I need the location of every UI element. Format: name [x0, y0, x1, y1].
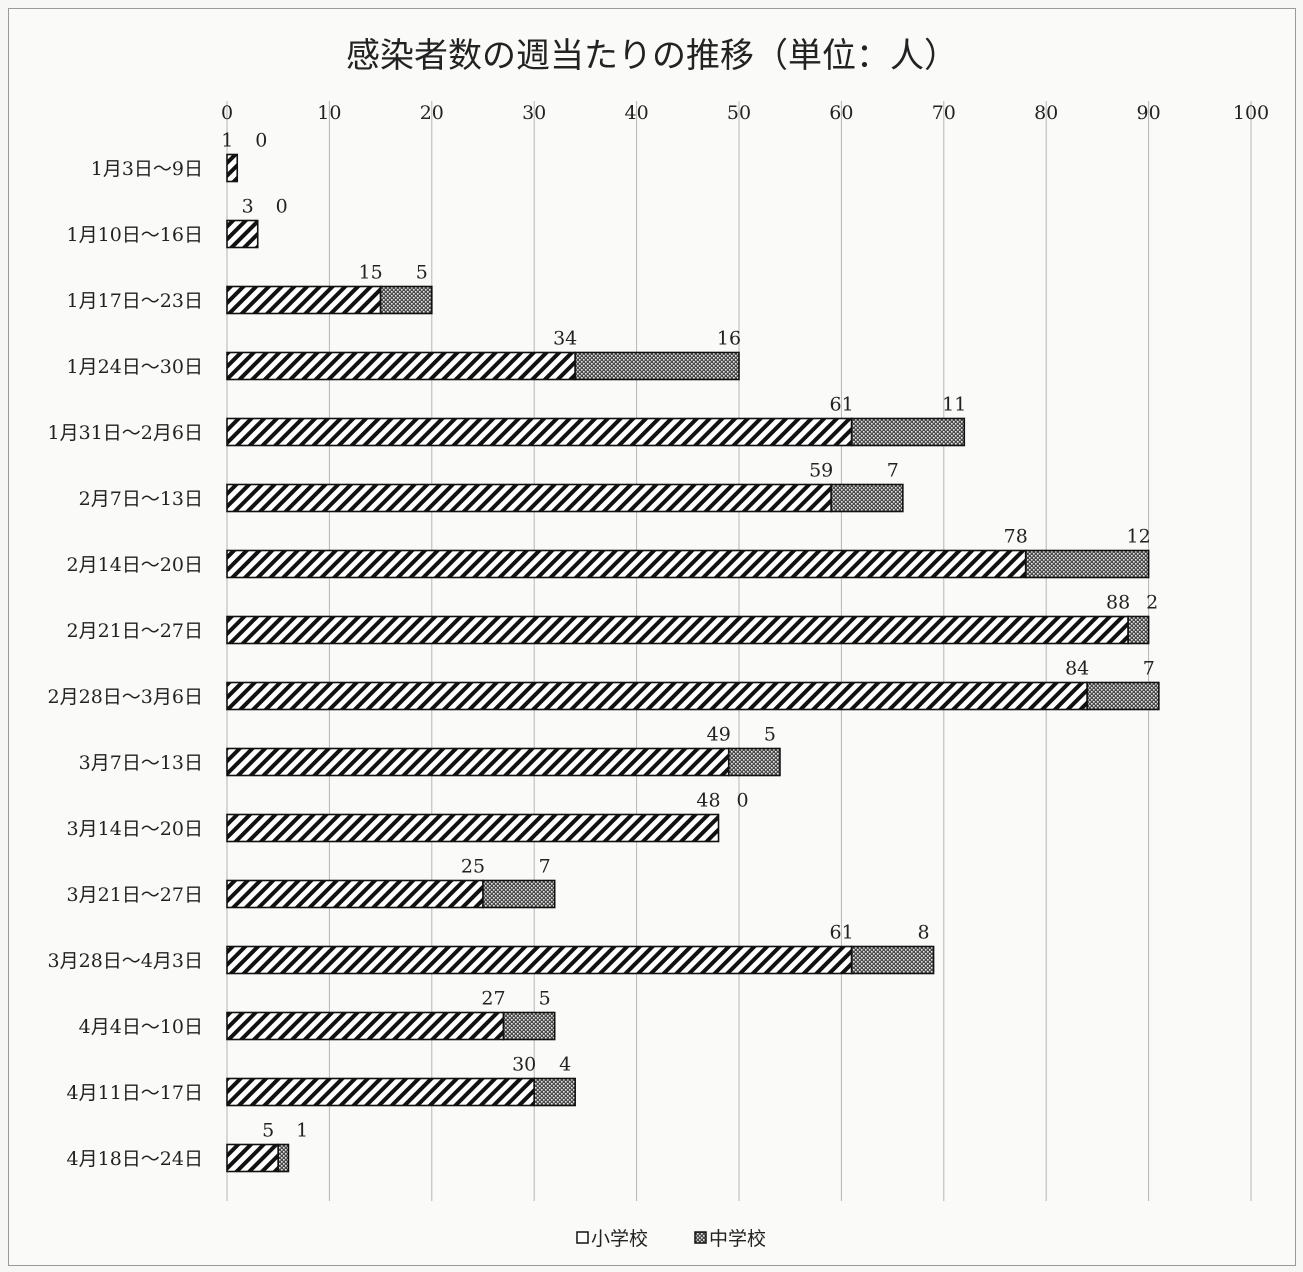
data-label: 0 — [276, 196, 288, 218]
data-label: 16 — [717, 328, 741, 350]
bar-shogakko — [226, 483, 832, 513]
x-tick-label: 70 — [932, 102, 956, 124]
category-label: 3月7日～13日 — [79, 752, 203, 774]
x-tick-label: 0 — [221, 102, 233, 124]
bar-shogakko — [226, 615, 1129, 645]
data-label: 84 — [1065, 658, 1089, 680]
bar-chugakko — [574, 351, 740, 381]
data-label: 27 — [481, 988, 505, 1010]
category-label: 1月24日～30日 — [67, 356, 203, 378]
chart-canvas: 感染者数の週当たりの推移（単位：人）0 10 20 30 40 50 60 70 80 90 100… — [48, 36, 1270, 1250]
bar-shogakko — [226, 417, 853, 447]
category-label: 3月28日～4月3日 — [48, 950, 203, 972]
data-label: 11 — [942, 394, 966, 416]
category-label: 2月21日～27日 — [67, 620, 203, 642]
data-label: 48 — [696, 790, 720, 812]
bar-shogakko — [226, 219, 259, 249]
data-label: 7 — [539, 856, 551, 878]
bar-chugakko — [850, 417, 966, 447]
bar-shogakko — [226, 153, 239, 183]
category-label: 3月14日～20日 — [67, 818, 203, 840]
bar-shogakko — [226, 1143, 280, 1173]
x-tick-label: 30 — [522, 102, 546, 124]
category-label: 1月17日～23日 — [67, 290, 203, 312]
data-label: 15 — [359, 262, 383, 284]
legend-item-chugakko: 中学校 — [709, 1228, 766, 1250]
bar-chugakko — [1086, 681, 1160, 711]
legend-item-shogakko: 小学校 — [591, 1228, 648, 1250]
chart-title: 感染者数の週当たりの推移（単位：人） — [346, 36, 958, 76]
bar-chugakko — [850, 945, 935, 975]
bar-shogakko — [226, 1011, 505, 1041]
bar-chugakko — [379, 285, 433, 315]
bar-shogakko — [226, 285, 382, 315]
data-label: 78 — [1004, 526, 1028, 548]
bar-shogakko — [226, 549, 1027, 579]
data-label: 25 — [461, 856, 485, 878]
x-tick-label: 20 — [420, 102, 444, 124]
bar-chugakko — [830, 483, 904, 513]
bar-shogakko — [226, 879, 484, 909]
data-label: 12 — [1127, 526, 1151, 548]
data-label: 34 — [553, 328, 577, 350]
data-label: 61 — [830, 394, 854, 416]
data-label: 7 — [887, 460, 899, 482]
bar-chugakko — [502, 1011, 556, 1041]
bar-shogakko — [226, 813, 720, 843]
category-label: 4月18日～24日 — [67, 1148, 203, 1170]
x-tick-label: 50 — [727, 102, 751, 124]
data-label: 61 — [830, 922, 854, 944]
category-label: 2月28日～3月6日 — [48, 686, 203, 708]
data-label: 4 — [559, 1054, 571, 1076]
bar-shogakko — [226, 681, 1088, 711]
data-label: 59 — [809, 460, 833, 482]
data-label: 49 — [707, 724, 731, 746]
data-label: 5 — [262, 1120, 274, 1142]
data-label: 5 — [764, 724, 776, 746]
category-label: 2月7日～13日 — [79, 488, 203, 510]
legend-swatch — [576, 1231, 589, 1244]
chart-frame: 感染者数の週当たりの推移（単位：人） 0 10 20 30 40 50 60 70 80 90 100… — [8, 8, 1296, 1266]
category-label: 1月31日～2月6日 — [48, 422, 203, 444]
x-tick-label: 60 — [829, 102, 853, 124]
x-tick-label: 80 — [1034, 102, 1058, 124]
data-label: 8 — [918, 922, 930, 944]
bar-chugakko — [727, 747, 781, 777]
category-label: 4月4日～10日 — [79, 1016, 203, 1038]
data-label: 7 — [1143, 658, 1155, 680]
bar-chugakko — [533, 1077, 576, 1107]
x-tick-label: 40 — [625, 102, 649, 124]
data-label: 1 — [221, 130, 233, 152]
x-tick-label: 10 — [317, 102, 341, 124]
bar-shogakko — [226, 747, 730, 777]
data-label: 5 — [539, 988, 551, 1010]
data-label: 88 — [1106, 592, 1130, 614]
bar-chugakko — [277, 1143, 290, 1173]
bar-shogakko — [226, 1077, 536, 1107]
x-tick-label: 90 — [1137, 102, 1161, 124]
bar-shogakko — [226, 351, 576, 381]
category-label: 3月21日～27日 — [67, 884, 203, 906]
legend-swatch — [694, 1231, 707, 1244]
bar-chugakko — [1024, 549, 1150, 579]
data-label: 0 — [255, 130, 267, 152]
category-label: 2月14日～20日 — [67, 554, 203, 576]
bar-chugakko — [1127, 615, 1150, 645]
x-tick-label: 100 — [1233, 102, 1269, 124]
data-label: 3 — [242, 196, 254, 218]
bar-chugakko — [482, 879, 556, 909]
data-label: 30 — [512, 1054, 536, 1076]
category-label: 4月11日～17日 — [67, 1082, 203, 1104]
category-label: 1月10日～16日 — [67, 224, 203, 246]
bar-shogakko — [226, 945, 853, 975]
data-label: 1 — [296, 1120, 308, 1142]
data-label: 2 — [1146, 592, 1158, 614]
data-label: 5 — [416, 262, 428, 284]
data-label: 0 — [736, 790, 748, 812]
category-label: 1月3日～9日 — [91, 158, 203, 180]
